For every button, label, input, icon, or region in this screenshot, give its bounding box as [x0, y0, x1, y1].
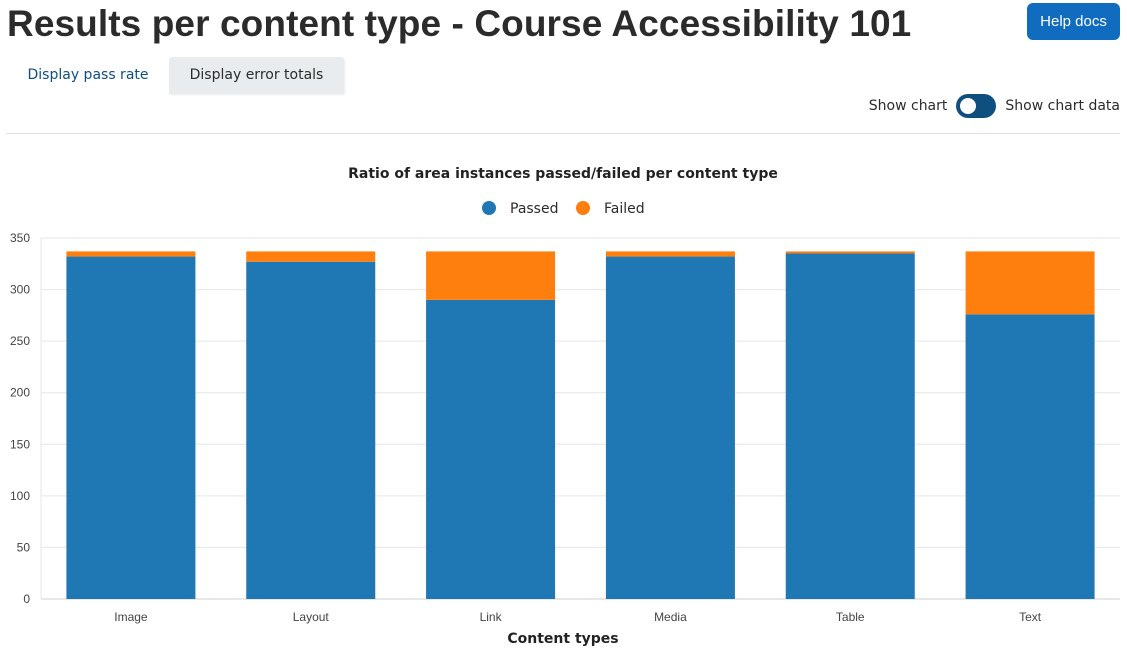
- chart-grid: [40, 237, 1120, 600]
- bar-table-passed[interactable]: [785, 253, 915, 599]
- x-tick-label: Media: [654, 610, 687, 624]
- chart-legend: Passed Failed: [482, 201, 645, 217]
- y-tick-label: 0: [23, 592, 30, 606]
- bar-table-failed[interactable]: [785, 251, 915, 254]
- toggle-knob: [960, 98, 977, 114]
- y-tick-label: 100: [10, 489, 30, 503]
- chart-toggle-row: Show chart Show chart data: [869, 94, 1120, 118]
- show-chart-label: Show chart: [868, 98, 948, 114]
- bar-image-passed[interactable]: [66, 256, 196, 599]
- x-tick-label: Image: [114, 610, 148, 624]
- bar-link-failed[interactable]: [426, 251, 556, 300]
- x-tick-label: Link: [480, 610, 503, 624]
- bar-text-passed[interactable]: [965, 314, 1095, 599]
- tab-display-pass-rate[interactable]: Display pass rate: [27, 67, 149, 83]
- chart-data-toggle-switch[interactable]: [956, 94, 997, 118]
- tab-display-error-totals[interactable]: Display error totals: [169, 57, 344, 94]
- chart-title: Ratio of area instances passed/failed pe…: [348, 166, 778, 182]
- bar-image-failed[interactable]: [66, 251, 196, 257]
- bar-layout-passed[interactable]: [246, 261, 376, 599]
- bar-layout-failed[interactable]: [246, 251, 376, 262]
- help-docs-button[interactable]: Help docs: [1027, 3, 1120, 40]
- chart-bars: [66, 251, 1095, 599]
- y-tick-label: 300: [10, 283, 30, 297]
- x-tick-label: Table: [836, 610, 865, 624]
- y-tick-label: 250: [10, 334, 30, 348]
- x-tick-label: Text: [1019, 610, 1042, 624]
- x-axis-ticks: Image Layout Link Media Table Text: [114, 610, 1042, 624]
- x-axis-title: Content types: [507, 631, 618, 647]
- legend-marker-failed[interactable]: [576, 201, 590, 215]
- x-tick-label: Layout: [293, 610, 330, 624]
- legend-marker-passed[interactable]: [482, 201, 496, 215]
- divider: [6, 133, 1120, 134]
- show-chart-data-label: Show chart data: [1005, 98, 1120, 114]
- y-tick-label: 350: [10, 231, 30, 245]
- y-tick-label: 150: [10, 437, 30, 451]
- bar-media-failed[interactable]: [605, 251, 735, 257]
- page-title: Results per content type - Course Access…: [7, 3, 912, 44]
- bar-text-failed[interactable]: [965, 251, 1095, 315]
- stacked-bar-chart: Ratio of area instances passed/failed pe…: [10, 166, 1120, 647]
- bar-media-passed[interactable]: [605, 256, 735, 599]
- y-axis-ticks: 0 50 100 150 200 250 300 350: [10, 231, 30, 606]
- y-tick-label: 200: [10, 386, 30, 400]
- bar-link-passed[interactable]: [426, 299, 556, 599]
- legend-label-passed: Passed: [510, 201, 558, 217]
- legend-label-failed: Failed: [604, 201, 645, 217]
- y-tick-label: 50: [17, 540, 31, 554]
